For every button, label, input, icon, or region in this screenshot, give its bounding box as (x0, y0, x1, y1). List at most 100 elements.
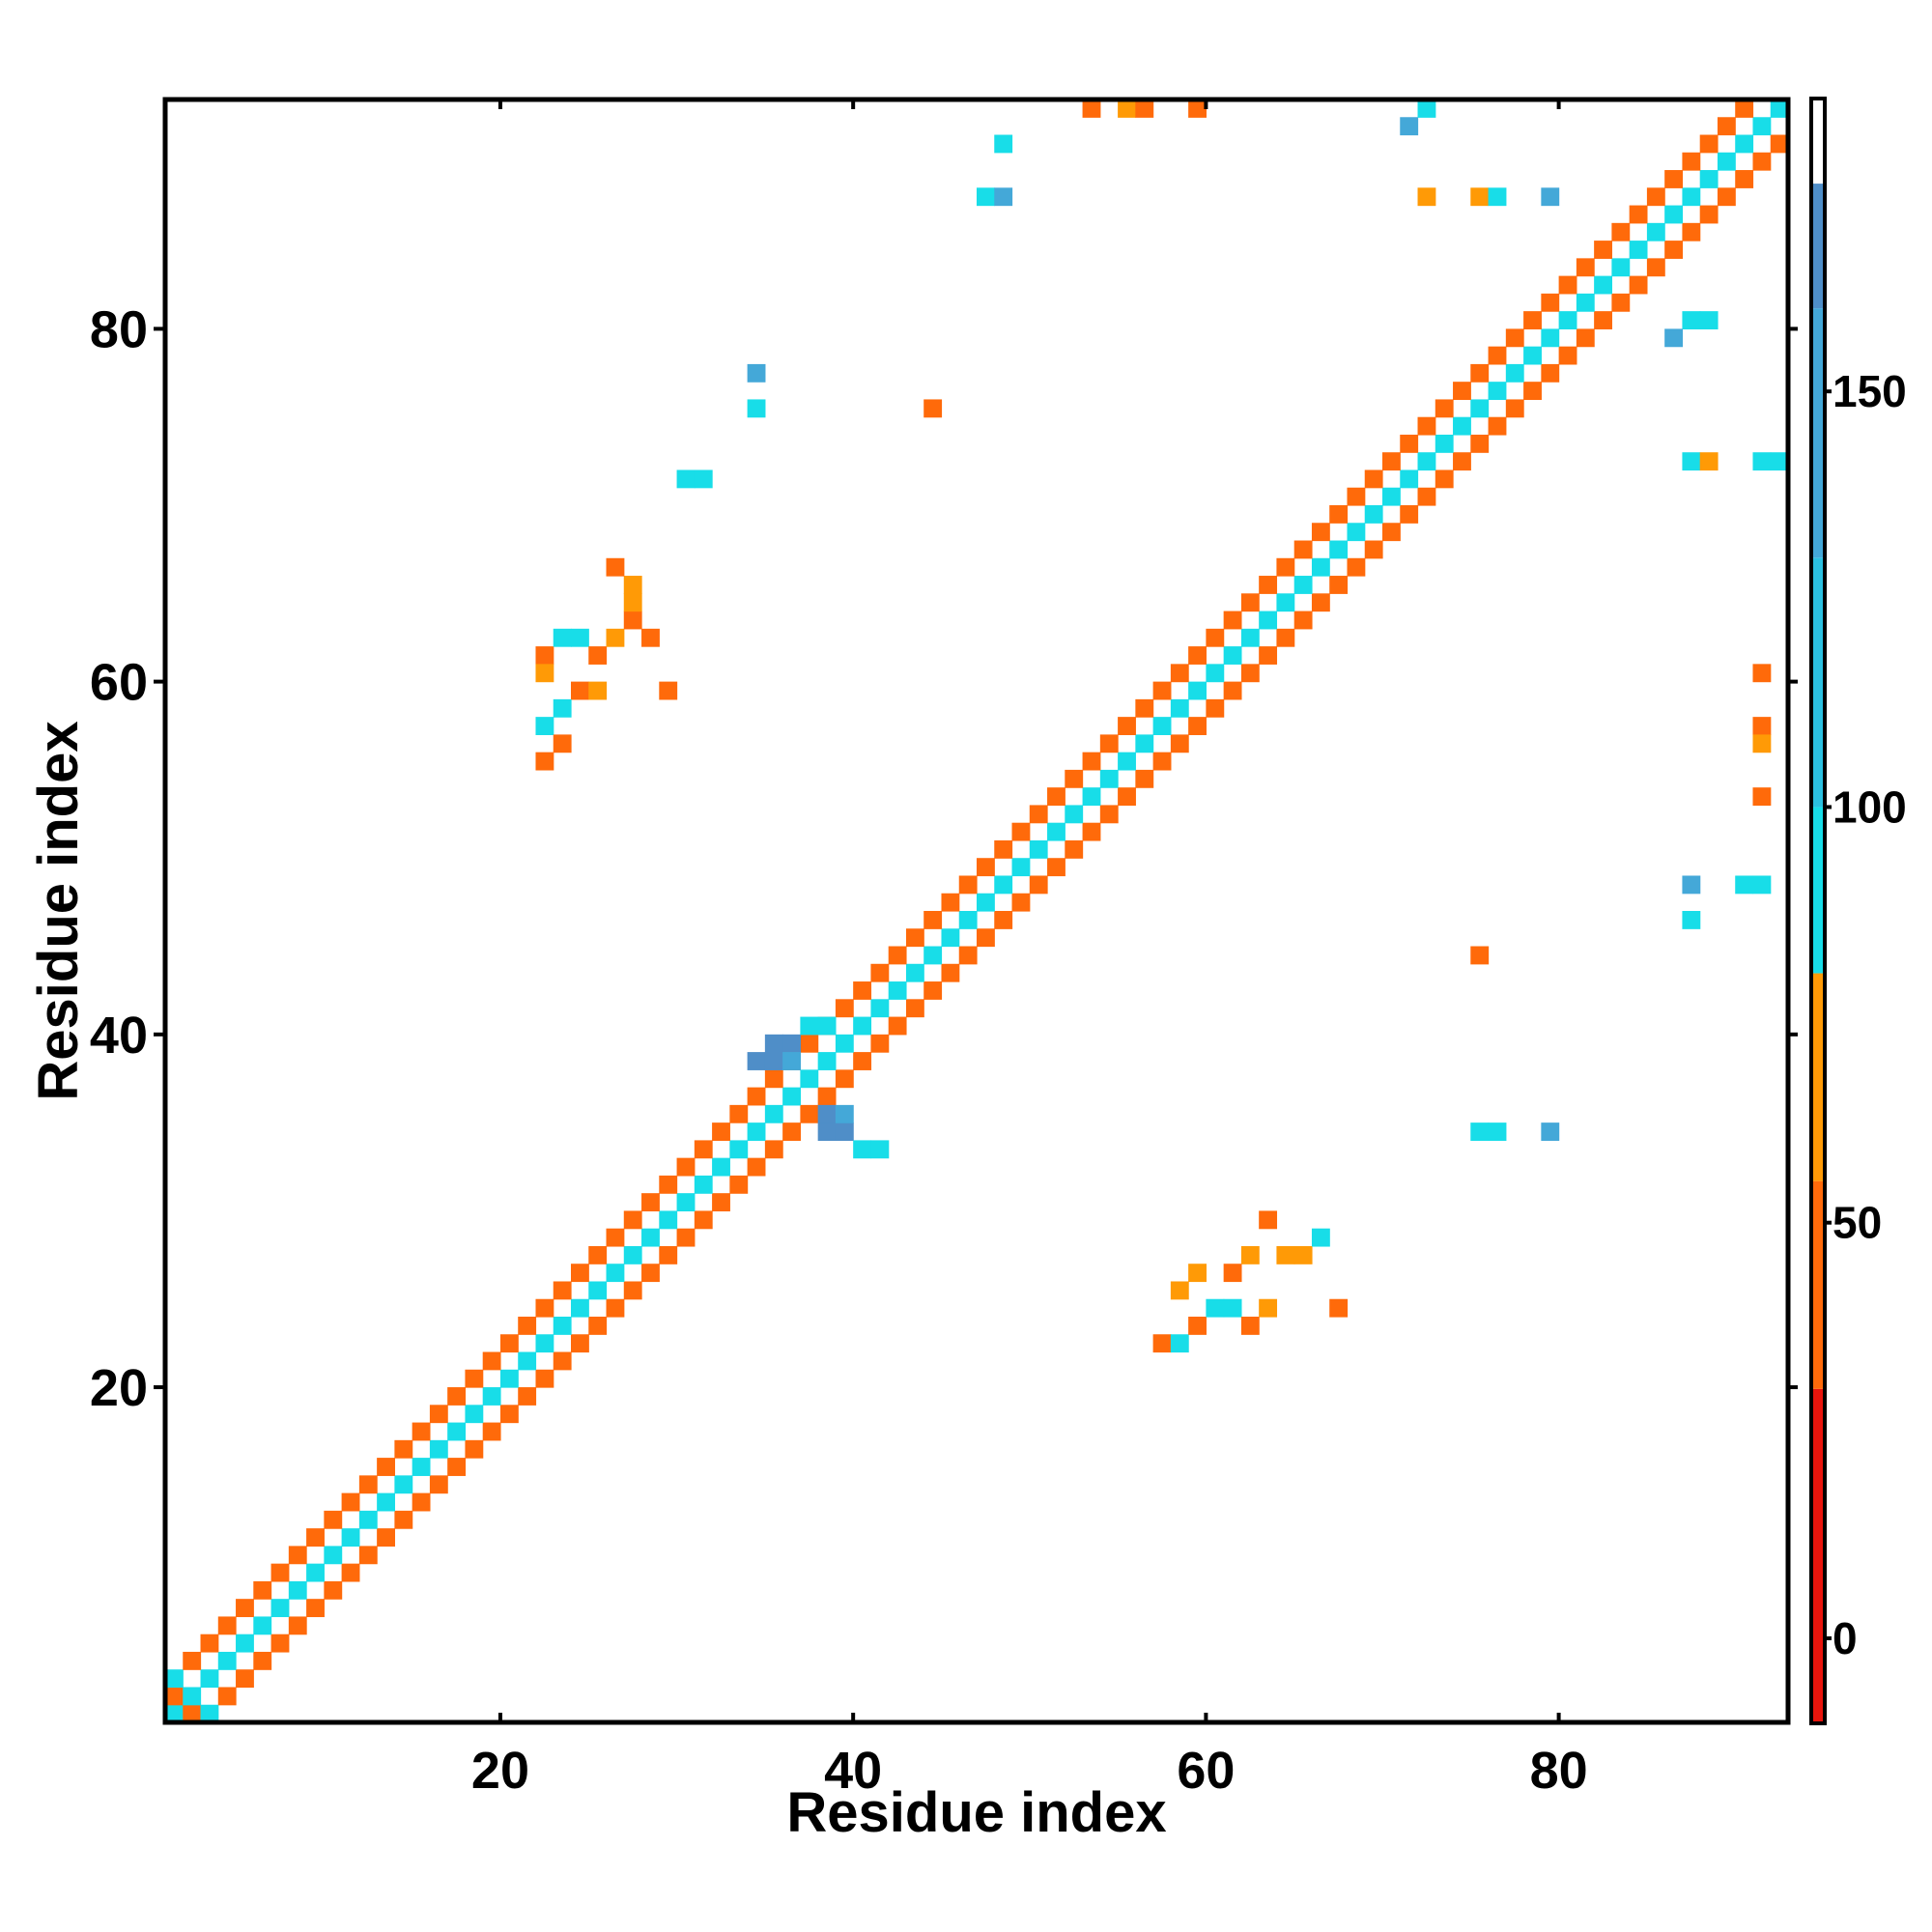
heatmap-cell (1135, 698, 1154, 718)
heatmap-cell (535, 717, 554, 735)
heatmap-cell (1223, 611, 1242, 630)
heatmap-cell (1417, 416, 1436, 436)
heatmap-cell (1276, 1245, 1295, 1264)
x-axis: 20 40 60 80 (471, 99, 1588, 1800)
heatmap-cell (835, 1034, 854, 1053)
heatmap-cell (1435, 469, 1454, 489)
heatmap-cell (324, 1510, 343, 1529)
heatmap-cell (1082, 752, 1101, 771)
heatmap-cell (1047, 822, 1065, 841)
heatmap-cell (1682, 875, 1701, 895)
heatmap-cell (1188, 99, 1207, 118)
heatmap-cell (518, 1387, 537, 1406)
heatmap-cell (853, 1016, 872, 1036)
heatmap-cell (1523, 311, 1542, 329)
heatmap-cell (1470, 363, 1490, 383)
heatmap-cell (1699, 452, 1719, 471)
heatmap-cell (1082, 787, 1101, 807)
heatmap-cell (1152, 717, 1172, 735)
heatmap-cell (270, 1599, 290, 1618)
heatmap-cell (465, 1439, 484, 1459)
heatmap-cell (1664, 205, 1684, 224)
heatmap-cell (1347, 487, 1366, 506)
heatmap-cell (1505, 399, 1524, 418)
heatmap-cell (1470, 187, 1490, 207)
heatmap-cell (1099, 769, 1119, 788)
heatmap-cell (1717, 152, 1736, 171)
heatmap-cell (747, 1087, 766, 1106)
heatmap-cell (553, 1317, 572, 1335)
heatmap-cell (1206, 664, 1225, 683)
heatmap-cell (358, 1510, 378, 1529)
heatmap-cell (412, 1458, 431, 1476)
colorbar-band (1813, 973, 1823, 1181)
heatmap-cell (535, 752, 554, 771)
heatmap-cell (1311, 557, 1330, 577)
heatmap-cell (923, 981, 943, 1000)
heatmap-cell (1558, 346, 1577, 365)
heatmap-cell (1152, 681, 1172, 700)
heatmap-cells (165, 99, 1789, 1723)
heatmap-cell (588, 1245, 608, 1264)
heatmap-cell (764, 1052, 783, 1070)
heatmap-cell (535, 1298, 554, 1318)
heatmap-cell (571, 1264, 589, 1283)
heatmap-cell (641, 1193, 660, 1212)
heatmap-cell (870, 1034, 890, 1053)
colorbar-band (1813, 100, 1823, 185)
heatmap-cell (217, 1651, 237, 1670)
heatmap-cell (1259, 611, 1278, 630)
heatmap-cell (1699, 205, 1719, 224)
heatmap-cell (659, 681, 678, 700)
heatmap-cell (1541, 187, 1560, 207)
heatmap-cell (1576, 293, 1595, 312)
heatmap-cell (394, 1439, 413, 1459)
heatmap-cell (694, 469, 713, 489)
heatmap-cell (994, 839, 1013, 859)
heatmap-cell (659, 1175, 678, 1194)
heatmap-cell (1453, 382, 1471, 401)
heatmap-cell (1453, 452, 1471, 471)
heatmap-cell (977, 893, 995, 912)
heatmap-cell (888, 1016, 907, 1036)
heatmap-cell (1594, 241, 1612, 259)
heatmap-cell (870, 1140, 890, 1159)
heatmap-cell (606, 1298, 625, 1318)
heatmap-cell (1329, 1298, 1349, 1318)
heatmap-cell (941, 963, 960, 982)
heatmap-cell (1400, 469, 1419, 489)
heatmap-cell (465, 1369, 484, 1388)
heatmap-cell (499, 1334, 519, 1353)
heatmap-cell (958, 875, 978, 895)
heatmap-cell (306, 1528, 325, 1547)
heatmap-cell (1417, 487, 1436, 506)
heatmap-cell (817, 1122, 837, 1141)
heatmap-cell (606, 1264, 625, 1283)
heatmap-cell (1664, 328, 1684, 348)
heatmap-cell (1435, 434, 1454, 453)
heatmap-cell (518, 1317, 537, 1335)
heatmap-cell (1240, 664, 1260, 683)
heatmap-cell (1082, 822, 1101, 841)
heatmap-cell (306, 1563, 325, 1582)
heatmap-cell (288, 1616, 307, 1635)
heatmap-cell (747, 399, 766, 418)
heatmap-cell (958, 911, 978, 929)
colorbar-tick-label: 100 (1833, 781, 1907, 832)
heatmap-cell (165, 1704, 184, 1723)
heatmap-cell (977, 858, 995, 877)
heatmap-cell (200, 1634, 219, 1653)
heatmap-cell (1047, 858, 1065, 877)
heatmap-cell (1541, 363, 1560, 383)
heatmap-cell (712, 1122, 730, 1141)
heatmap-cell (165, 1687, 184, 1706)
heatmap-cell (1135, 99, 1154, 118)
heatmap-cell (535, 1334, 554, 1353)
heatmap-cell (1170, 1334, 1189, 1353)
heatmap-cell (747, 1122, 766, 1141)
heatmap-cell (288, 1580, 307, 1600)
heatmap-cell (800, 1016, 819, 1036)
heatmap-cell (659, 1245, 678, 1264)
heatmap-cell (1699, 134, 1719, 154)
heatmap-cell (1752, 787, 1772, 807)
